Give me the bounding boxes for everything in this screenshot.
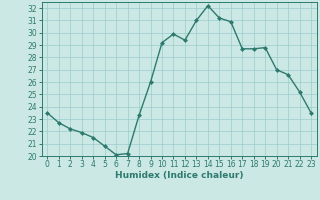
X-axis label: Humidex (Indice chaleur): Humidex (Indice chaleur) [115,171,244,180]
